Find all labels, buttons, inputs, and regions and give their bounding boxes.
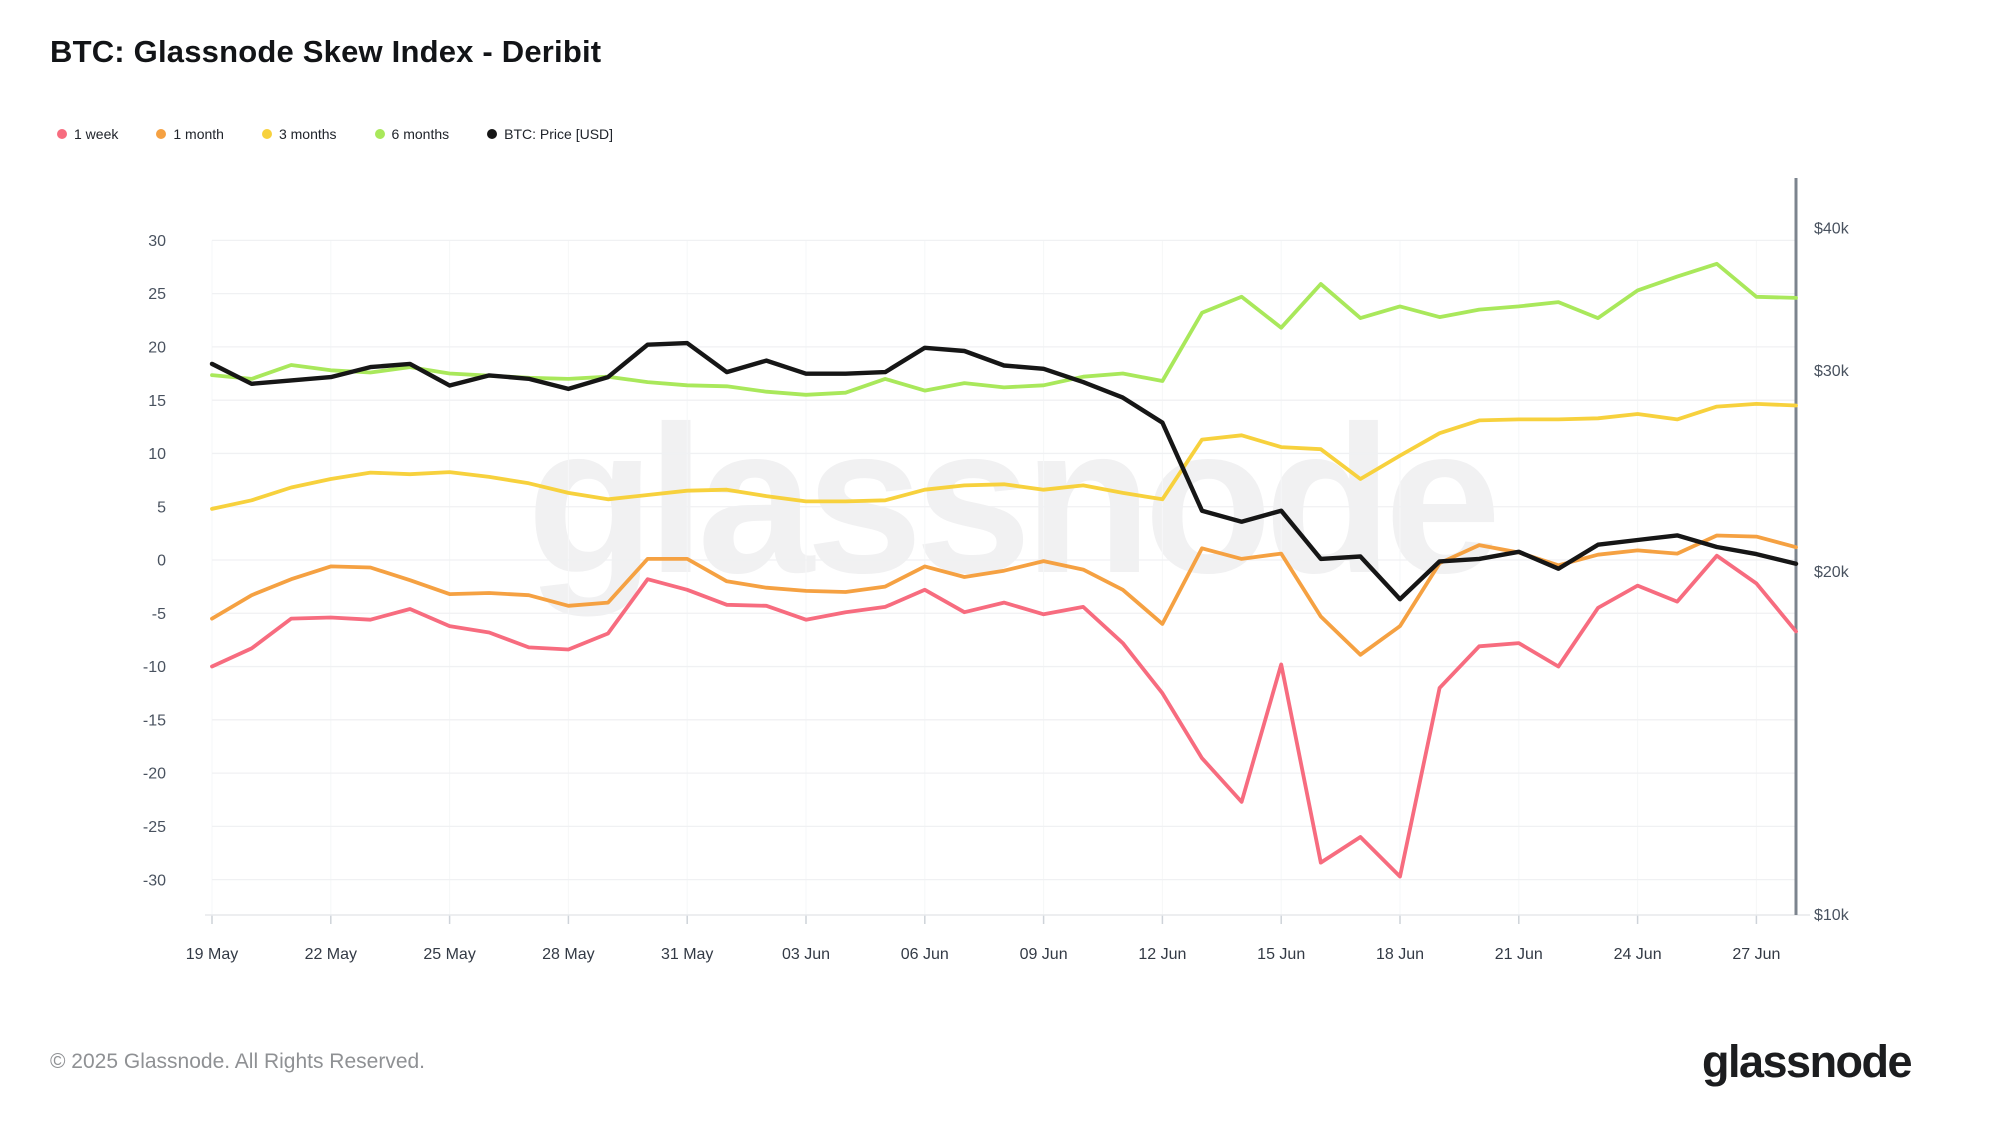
- legend-color-dot: [261, 129, 272, 139]
- copyright-text: © 2025 Glassnode. All Rights Reserved.: [50, 1050, 426, 1073]
- x-tick-label: 22 May: [305, 946, 357, 963]
- series-line-1-week: [210, 553, 1798, 879]
- left-axis-tick-label: -20: [143, 766, 166, 783]
- left-axis-tick-label: 5: [157, 499, 166, 516]
- legend-item-6-months[interactable]: 6 months: [374, 126, 450, 142]
- series-line-6-months: [210, 261, 1798, 397]
- left-axis-tick-label: -30: [143, 872, 166, 889]
- left-axis-tick-label: -10: [143, 659, 166, 676]
- x-tick-label: 03 Jun: [782, 946, 830, 963]
- left-axis-tick-label: 25: [148, 286, 166, 303]
- glassnode-logo: glassnode: [1702, 1036, 1913, 1087]
- legend-item-btc-price-usd[interactable]: BTC: Price [USD]: [487, 126, 613, 142]
- series-line-3-months: [210, 401, 1798, 511]
- legend-label: 6 months: [391, 126, 450, 142]
- x-tick-label: 15 Jun: [1257, 946, 1305, 963]
- left-axis-tick-label: 0: [157, 553, 166, 570]
- x-tick-label: 24 Jun: [1614, 946, 1662, 963]
- legend-color-dot: [57, 129, 67, 139]
- x-tick-label: 31 May: [661, 946, 713, 963]
- legend-label: 3 months: [278, 126, 337, 142]
- chart-legend: 1 week 1 month 3 months 6 months BTC: Price …: [57, 126, 613, 142]
- x-tick-label: 21 Jun: [1495, 946, 1543, 963]
- x-tick-label: 06 Jun: [901, 946, 949, 963]
- left-axis-tick-label: -25: [143, 819, 166, 836]
- x-tick-label: 27 Jun: [1732, 946, 1780, 963]
- x-tick-label: 09 Jun: [1020, 946, 1068, 963]
- legend-item-3-months[interactable]: 3 months: [261, 126, 337, 142]
- series-line-btc-price-usd: [209, 340, 1799, 602]
- left-axis-tick-label: 15: [148, 393, 166, 410]
- x-tick-label: 28 May: [542, 946, 594, 963]
- left-axis-tick-label: 30: [148, 233, 166, 250]
- legend-label: BTC: Price [USD]: [504, 126, 614, 142]
- left-axis-tick-label: -5: [152, 606, 166, 623]
- x-tick-label: 18 Jun: [1376, 946, 1424, 963]
- right-axis-tick-label: $10k: [1814, 907, 1850, 924]
- legend-color-dot: [487, 129, 498, 139]
- left-axis-tick-label: -15: [143, 712, 166, 729]
- legend-color-dot: [374, 129, 385, 139]
- legend-item-1-week[interactable]: 1 week: [57, 126, 118, 142]
- left-axis-tick-label: 10: [148, 446, 166, 463]
- right-axis-tick-label: $20k: [1814, 564, 1850, 581]
- legend-label: 1 week: [74, 126, 119, 142]
- x-tick-label: 12 Jun: [1138, 946, 1186, 963]
- right-axis-tick-label: $40k: [1814, 221, 1850, 238]
- legend-color-dot: [156, 129, 167, 139]
- page-title: BTC: Glassnode Skew Index - Deribit: [50, 34, 602, 69]
- x-tick-label: 25 May: [423, 946, 475, 963]
- left-axis-tick-label: 20: [148, 340, 166, 357]
- right-axis-tick-label: $30k: [1814, 363, 1850, 380]
- x-tick-label: 19 May: [186, 946, 238, 963]
- legend-item-1-month[interactable]: 1 month: [156, 126, 224, 142]
- legend-label: 1 month: [173, 126, 224, 142]
